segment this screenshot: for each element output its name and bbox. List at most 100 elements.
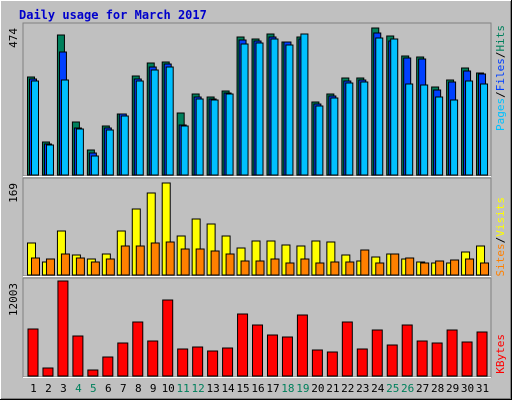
pages-bar bbox=[345, 82, 354, 176]
pages-bar bbox=[60, 79, 69, 176]
pages-bar bbox=[150, 69, 159, 176]
legend-hits: Hits bbox=[494, 25, 507, 52]
sites-bar bbox=[285, 262, 295, 276]
kbytes-bar bbox=[87, 369, 99, 377]
sites-bar bbox=[270, 258, 280, 276]
kbytes-bar bbox=[252, 324, 264, 377]
day-tick-label: 29 bbox=[446, 382, 459, 395]
sites-bar bbox=[195, 248, 205, 276]
day-tick-label: 2 bbox=[45, 382, 52, 395]
pages-bar bbox=[210, 99, 219, 176]
kbytes-bar bbox=[281, 336, 293, 377]
legend-separator: / bbox=[494, 237, 507, 244]
day-tick-label: 8 bbox=[135, 382, 142, 395]
legend-files: Files bbox=[494, 58, 507, 91]
pages-bar bbox=[135, 80, 144, 176]
kbytes-bar bbox=[147, 340, 159, 377]
pages-bar bbox=[480, 83, 489, 176]
kbytes-bar bbox=[446, 329, 458, 377]
sites-bar bbox=[420, 262, 430, 276]
y-axis-max-label: 12003 bbox=[7, 283, 20, 316]
pages-bar bbox=[31, 80, 39, 176]
pages-bar bbox=[120, 115, 129, 176]
pages-bar bbox=[255, 42, 264, 176]
legend-pages: Pages bbox=[494, 98, 507, 131]
sites-bar bbox=[45, 258, 55, 276]
sites-bar bbox=[225, 253, 235, 276]
kbytes-bar bbox=[401, 324, 413, 377]
legend-separator: / bbox=[494, 91, 507, 98]
day-tick-label: 22 bbox=[341, 382, 354, 395]
kbytes-bar bbox=[162, 299, 174, 377]
kbytes-bar bbox=[476, 331, 488, 377]
pages-bar bbox=[405, 83, 414, 176]
kbytes-bar bbox=[222, 347, 234, 377]
day-tick-label: 7 bbox=[120, 382, 127, 395]
kbytes-bar bbox=[27, 328, 39, 377]
pages-bar bbox=[390, 38, 399, 176]
pages-bar bbox=[225, 93, 234, 176]
sites-bar bbox=[120, 245, 130, 276]
day-tick-label: 4 bbox=[75, 382, 82, 395]
day-tick-label: 20 bbox=[311, 382, 324, 395]
pages-bar bbox=[435, 96, 444, 176]
kbytes-bar bbox=[326, 351, 338, 377]
pages-bar bbox=[465, 80, 474, 176]
kbytes-bar bbox=[356, 348, 368, 377]
pages-bar bbox=[300, 33, 309, 176]
day-tick-label: 25 bbox=[386, 382, 399, 395]
kbytes-bar bbox=[132, 321, 144, 377]
day-tick-label: 3 bbox=[60, 382, 67, 395]
sites-bar bbox=[330, 261, 340, 276]
kbytes-bar bbox=[371, 329, 383, 377]
day-tick-label: 5 bbox=[90, 382, 97, 395]
sites-bar bbox=[360, 249, 370, 276]
pages-bar bbox=[270, 38, 279, 176]
pages-bar bbox=[330, 97, 339, 176]
y-axis-max-label: 169 bbox=[7, 183, 20, 203]
pages-bar bbox=[105, 129, 114, 176]
sites-bar bbox=[165, 241, 175, 276]
day-tick-label: 16 bbox=[251, 382, 264, 395]
kbytes-bar bbox=[386, 344, 398, 377]
sites-bar bbox=[60, 253, 70, 276]
day-tick-label: 26 bbox=[401, 382, 414, 395]
pages-bar bbox=[240, 43, 249, 176]
kbytes-bar bbox=[296, 314, 308, 377]
day-tick-label: 14 bbox=[221, 382, 235, 395]
sites-bar bbox=[300, 258, 310, 276]
kbytes-bar bbox=[72, 335, 84, 377]
pages-bar bbox=[165, 66, 174, 176]
sites-bar bbox=[405, 257, 415, 276]
sites-bar bbox=[31, 257, 40, 276]
legend-sites: Sites bbox=[494, 243, 507, 276]
pages-bar bbox=[360, 81, 369, 176]
kbytes-bar bbox=[416, 340, 428, 377]
day-tick-label: 30 bbox=[461, 382, 474, 395]
sites-bar bbox=[75, 257, 85, 276]
pages-bar bbox=[195, 98, 204, 176]
day-tick-label: 15 bbox=[236, 382, 249, 395]
y-axis-max-label: 474 bbox=[7, 28, 20, 48]
kbytes-bar bbox=[57, 280, 69, 377]
kbytes-bar bbox=[266, 334, 278, 377]
legend-kbytes: KBytes bbox=[494, 334, 507, 374]
legend-label: Pages/Files/Hits bbox=[494, 25, 507, 131]
day-tick-label: 31 bbox=[476, 382, 489, 395]
sites-bar bbox=[480, 262, 490, 276]
sites-bar bbox=[240, 260, 250, 276]
sites-bar bbox=[435, 260, 445, 276]
sites-bar bbox=[390, 253, 400, 276]
day-tick-label: 1 bbox=[30, 382, 37, 395]
pages-bar bbox=[375, 37, 384, 176]
kbytes-bar bbox=[341, 321, 353, 377]
kbytes-bar bbox=[207, 350, 219, 377]
day-tick-label: 28 bbox=[431, 382, 444, 395]
sites-bar bbox=[315, 262, 325, 276]
kbytes-bar bbox=[42, 367, 54, 377]
sites-bar bbox=[375, 262, 385, 276]
sites-bar bbox=[255, 260, 265, 276]
pages-bar bbox=[90, 155, 99, 176]
legend-visits: Visits bbox=[494, 197, 507, 237]
